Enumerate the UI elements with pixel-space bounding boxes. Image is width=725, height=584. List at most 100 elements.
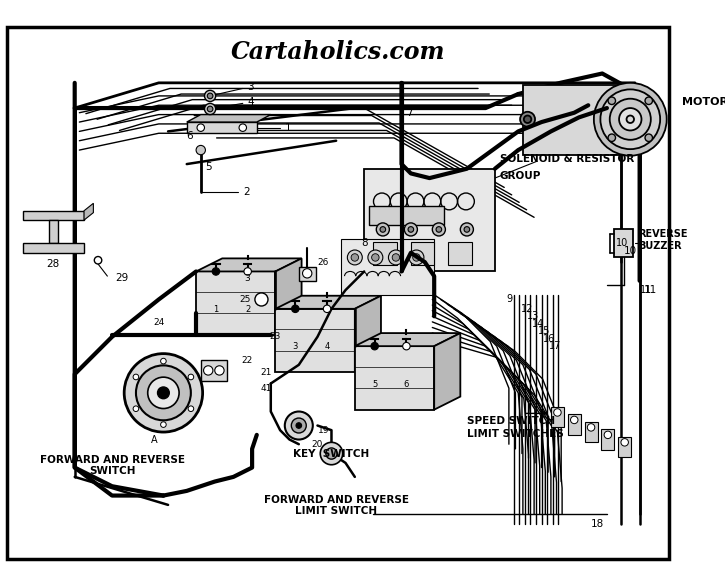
Circle shape <box>409 250 424 265</box>
Text: 41: 41 <box>260 384 272 392</box>
Text: 2: 2 <box>245 305 250 314</box>
Text: BUZZER: BUZZER <box>638 241 682 251</box>
Text: 8: 8 <box>361 238 368 248</box>
Circle shape <box>380 227 386 232</box>
Text: 10: 10 <box>624 246 637 256</box>
Text: 22: 22 <box>242 356 253 364</box>
Bar <box>523 85 630 155</box>
Text: 6: 6 <box>187 131 194 141</box>
Text: FORWARD AND REVERSE: FORWARD AND REVERSE <box>264 495 409 505</box>
Text: 3: 3 <box>244 274 250 283</box>
Text: 2: 2 <box>243 187 249 197</box>
Polygon shape <box>355 296 381 373</box>
Circle shape <box>320 442 343 465</box>
Circle shape <box>215 366 224 375</box>
Text: 29: 29 <box>115 273 128 283</box>
Circle shape <box>157 387 169 399</box>
Polygon shape <box>434 333 460 409</box>
Text: 1: 1 <box>285 123 291 133</box>
Circle shape <box>291 418 306 433</box>
Polygon shape <box>276 258 302 335</box>
Text: 18: 18 <box>591 519 604 529</box>
Circle shape <box>587 423 594 431</box>
Text: REVERSE: REVERSE <box>638 229 687 239</box>
Circle shape <box>389 250 403 265</box>
Circle shape <box>645 97 652 105</box>
Circle shape <box>464 227 470 232</box>
Polygon shape <box>196 272 276 335</box>
Circle shape <box>207 93 213 99</box>
Bar <box>364 169 495 272</box>
Circle shape <box>604 431 612 439</box>
Text: 19: 19 <box>318 426 329 434</box>
Bar <box>618 437 631 457</box>
Text: 21: 21 <box>260 368 272 377</box>
Text: LIMIT SWITCHES: LIMIT SWITCHES <box>467 429 563 439</box>
Bar <box>614 230 633 258</box>
Text: A: A <box>151 434 157 444</box>
Circle shape <box>600 89 660 149</box>
Circle shape <box>351 253 359 261</box>
Polygon shape <box>276 296 381 309</box>
Circle shape <box>460 223 473 236</box>
Text: 24: 24 <box>153 318 165 327</box>
Polygon shape <box>187 114 270 122</box>
Circle shape <box>302 269 312 278</box>
Bar <box>373 242 397 265</box>
Circle shape <box>368 250 383 265</box>
Text: 17: 17 <box>549 341 561 351</box>
Text: FORWARD AND REVERSE: FORWARD AND REVERSE <box>40 455 185 465</box>
Circle shape <box>402 342 410 350</box>
Text: SOLENOID & RESISTOR: SOLENOID & RESISTOR <box>500 154 634 165</box>
Text: 1: 1 <box>213 305 218 314</box>
Bar <box>411 242 434 265</box>
Circle shape <box>408 227 414 232</box>
Circle shape <box>610 99 651 140</box>
Circle shape <box>285 412 312 440</box>
Bar <box>23 211 84 220</box>
Circle shape <box>244 267 252 275</box>
Text: 3: 3 <box>247 82 254 92</box>
Circle shape <box>204 366 213 375</box>
Circle shape <box>326 448 337 459</box>
Circle shape <box>212 267 220 275</box>
Text: 6: 6 <box>404 380 409 389</box>
Circle shape <box>376 223 389 236</box>
Circle shape <box>94 256 102 264</box>
Text: 12: 12 <box>521 304 534 314</box>
Bar <box>601 429 614 450</box>
Text: 25: 25 <box>239 295 250 304</box>
Circle shape <box>619 108 642 130</box>
Text: 13: 13 <box>526 311 539 321</box>
Text: 14: 14 <box>532 319 544 329</box>
Text: 20: 20 <box>312 440 323 449</box>
Text: 4: 4 <box>247 96 254 106</box>
Circle shape <box>255 293 268 306</box>
Text: 23: 23 <box>270 332 281 341</box>
Text: 3: 3 <box>293 342 298 352</box>
Circle shape <box>621 439 629 446</box>
Text: 9: 9 <box>506 294 513 304</box>
Text: 15: 15 <box>538 326 550 336</box>
Circle shape <box>188 406 194 412</box>
Circle shape <box>124 354 202 432</box>
Circle shape <box>347 250 362 265</box>
Circle shape <box>554 409 561 416</box>
Circle shape <box>371 342 378 350</box>
Circle shape <box>204 103 216 114</box>
Circle shape <box>161 359 166 364</box>
Text: 4: 4 <box>324 342 330 352</box>
Circle shape <box>520 112 535 127</box>
Circle shape <box>188 374 194 380</box>
Circle shape <box>204 91 216 102</box>
Polygon shape <box>355 333 460 346</box>
Text: 10: 10 <box>616 238 629 248</box>
Polygon shape <box>84 203 94 220</box>
Circle shape <box>291 305 299 312</box>
Circle shape <box>432 223 445 236</box>
Text: GROUP: GROUP <box>500 171 541 181</box>
Circle shape <box>133 406 138 412</box>
Bar <box>448 242 471 265</box>
Text: 7: 7 <box>406 107 413 118</box>
Circle shape <box>136 366 191 420</box>
